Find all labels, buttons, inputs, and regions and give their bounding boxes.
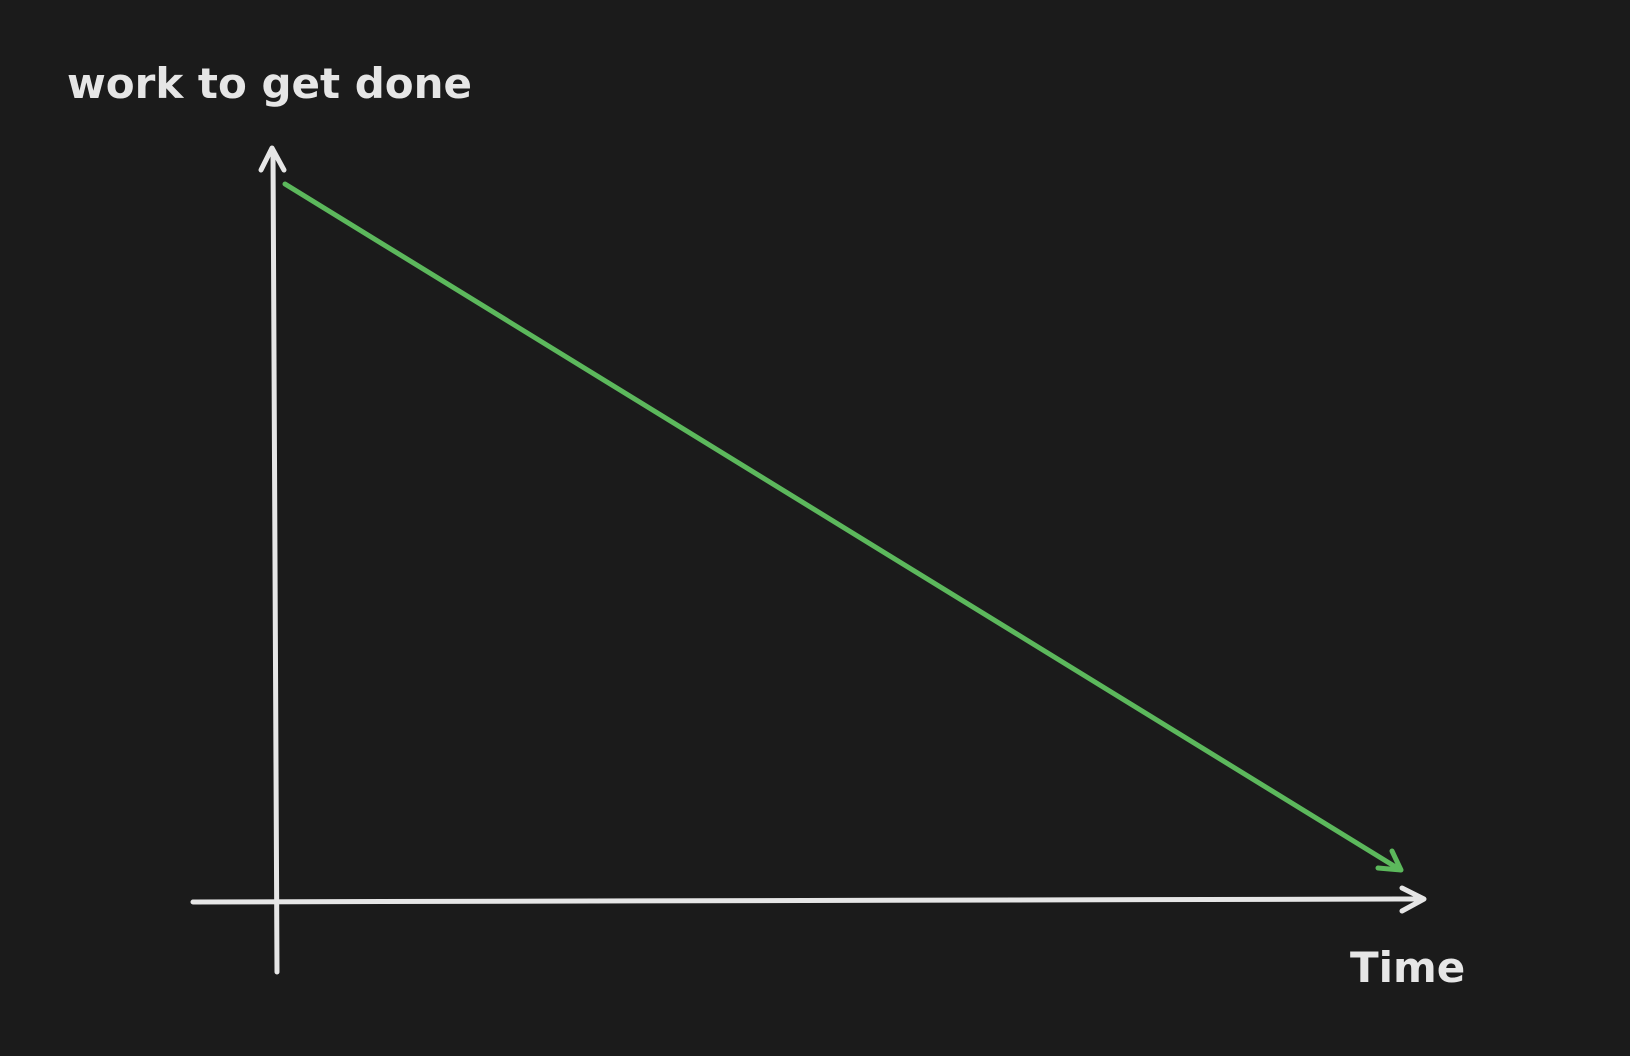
x-axis-line (190, 896, 1423, 905)
y-axis-line (270, 149, 280, 975)
arrow-up-icon (258, 145, 287, 173)
arrow-down-right-icon (1375, 848, 1404, 873)
arrow-right-icon (1399, 885, 1427, 914)
y-axis-label: work to get done (67, 59, 472, 108)
x-axis-label: Time (1350, 943, 1465, 992)
trend-line (282, 181, 1402, 872)
